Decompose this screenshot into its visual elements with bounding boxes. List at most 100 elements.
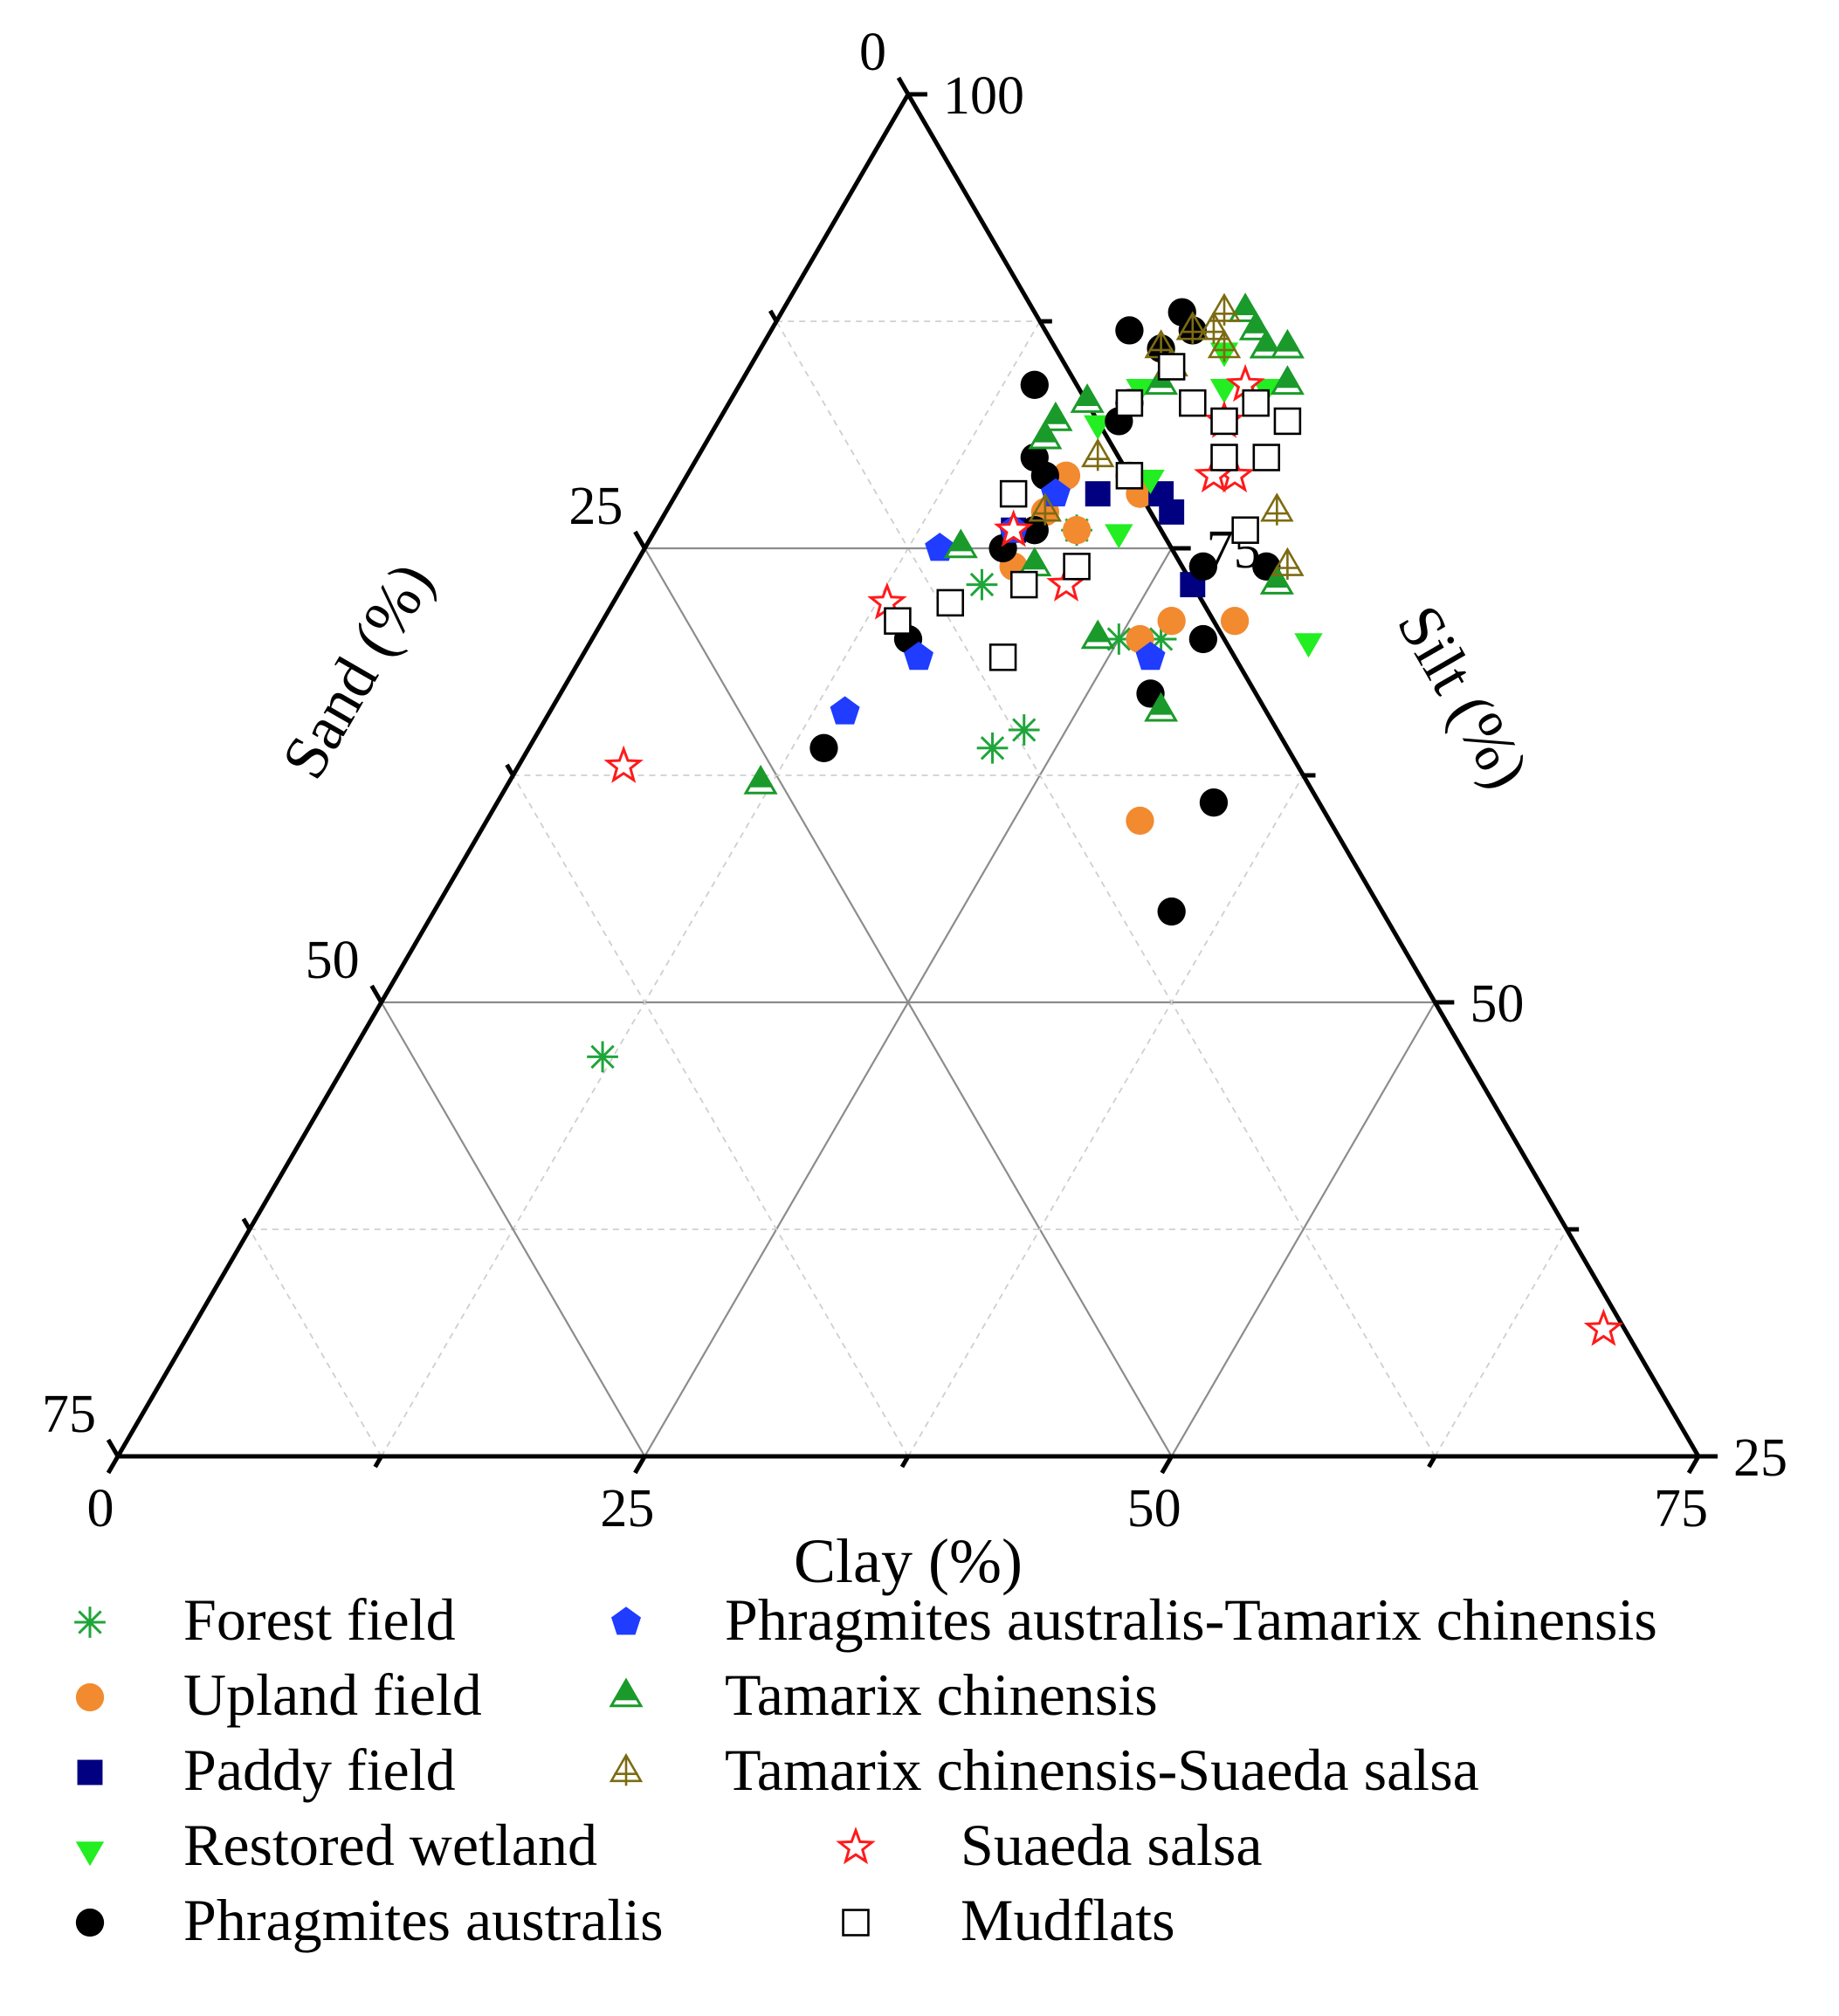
data-point-mudflats xyxy=(1210,407,1238,436)
data-point-suaeda-salsa xyxy=(993,509,1034,547)
data-point-tamarix-chinensis xyxy=(1080,619,1115,650)
clay-tick-label: 75 xyxy=(1654,1479,1708,1538)
clay-tick-label: 25 xyxy=(600,1479,654,1538)
data-point-phragmites-australis xyxy=(1188,624,1218,654)
legend-marker-mudflats xyxy=(842,1909,870,1937)
data-point-tamarix-chinensis-suaeda-salsa xyxy=(1028,492,1063,526)
data-point-tamarix-chinensis xyxy=(943,528,978,559)
data-point-upland-field xyxy=(1220,607,1250,636)
data-point-tamarix-chinensis xyxy=(1228,292,1263,322)
clay-tick-label: 0 xyxy=(87,1479,114,1538)
data-point-forest-field xyxy=(966,568,998,601)
data-point-restored-wetland xyxy=(1294,633,1323,658)
grid-line-sand xyxy=(775,320,1436,1457)
grid-line-clay xyxy=(907,774,1305,1457)
tick-mark xyxy=(1427,1455,1437,1469)
silt-axis-title: Silt (%) xyxy=(1384,594,1543,800)
data-point-mudflats xyxy=(1179,389,1207,417)
grid-line-sand xyxy=(249,1228,382,1457)
data-point-phragmites-australis xyxy=(1199,788,1229,817)
tick-mark xyxy=(241,1217,251,1231)
legend-label-tamarix-chinensis-suaeda-salsa: Tamarix chinensis-Suaeda salsa xyxy=(725,1737,1479,1803)
legend-marker-restored-wetland xyxy=(75,1841,105,1867)
data-point-phragmites-australis xyxy=(1020,370,1049,399)
data-point-phragmites-australis-tamarix-chinensis xyxy=(830,696,860,725)
data-point-tamarix-chinensis xyxy=(1270,328,1305,359)
legend-label-phragmites-australis-tamarix-chinensis: Phragmites australis-Tamarix chinensis xyxy=(725,1586,1657,1653)
sand-tick-label: 75 xyxy=(42,1385,96,1444)
tick-mark xyxy=(106,1438,121,1458)
grid xyxy=(249,320,1567,1457)
legend-marker-tamarix-chinensis xyxy=(609,1677,644,1708)
data-point-tamarix-chinensis xyxy=(1144,691,1179,722)
legend-label-mudflats: Mudflats xyxy=(961,1887,1175,1953)
legend: Forest field Upland field Paddy field Resto… xyxy=(74,1586,1657,1953)
grid-line-clay xyxy=(380,320,1041,1457)
data-point-tamarix-chinensis-suaeda-salsa xyxy=(1081,437,1115,471)
data-point-mudflats xyxy=(1210,444,1238,471)
data-point-restored-wetland xyxy=(1209,379,1239,403)
data-point-mudflats xyxy=(1273,407,1302,436)
data-point-forest-field xyxy=(587,1041,618,1073)
legend-marker-suaeda-salsa xyxy=(836,1827,876,1865)
data-point-forest-field xyxy=(1008,714,1040,746)
data-point-mudflats xyxy=(988,643,1017,671)
grid-line-clay xyxy=(1170,1001,1436,1457)
sand-axis-title: Sand (%) xyxy=(268,551,446,790)
legend-label-suaeda-salsa: Suaeda salsa xyxy=(961,1812,1263,1878)
data-point-phragmites-australis xyxy=(1020,516,1049,545)
data-point-suaeda-salsa xyxy=(1583,1308,1624,1346)
data-point-tamarix-chinensis xyxy=(1070,383,1105,413)
grid-line-sand xyxy=(380,1001,646,1457)
data-point-phragmites-australis xyxy=(1115,316,1144,345)
data-point-mudflats xyxy=(884,607,912,635)
silt-tick-label: 50 xyxy=(1470,974,1524,1034)
legend-marker-upland-field xyxy=(75,1682,105,1712)
legend-label-upland-field: Upland field xyxy=(183,1662,482,1728)
legend-label-tamarix-chinensis: Tamarix chinensis xyxy=(725,1662,1158,1728)
data-point-mudflats xyxy=(1252,444,1281,471)
tick-mark xyxy=(633,1455,647,1475)
legend-marker-phragmites-australis xyxy=(75,1908,105,1937)
data-point-tamarix-chinensis-suaeda-salsa xyxy=(1207,329,1242,362)
legend-marker-phragmites-australis-tamarix-chinensis xyxy=(611,1607,641,1635)
data-point-tamarix-chinensis xyxy=(1028,419,1063,450)
silt-tick-label: 25 xyxy=(1733,1428,1787,1488)
data-point-phragmites-australis-tamarix-chinensis xyxy=(904,641,933,671)
legend-label-restored-wetland: Restored wetland xyxy=(183,1812,597,1878)
legend-marker-tamarix-chinensis-suaeda-salsa xyxy=(609,1752,644,1786)
data-point-tamarix-chinensis xyxy=(1249,328,1284,359)
data-point-tamarix-chinensis xyxy=(1038,401,1073,431)
tick-mark xyxy=(373,1455,383,1469)
data-point-tamarix-chinensis-suaeda-salsa xyxy=(1207,292,1242,326)
tick-mark xyxy=(633,530,647,550)
data-point-mudflats xyxy=(1242,389,1270,417)
clay-tick-label: 50 xyxy=(1127,1479,1181,1538)
triangle-frame xyxy=(114,90,1703,1459)
legend-marker-forest-field xyxy=(74,1607,106,1638)
grid-line-clay xyxy=(1434,1228,1567,1457)
data-point-upland-field xyxy=(1062,516,1092,545)
data-point-phragmites-australis xyxy=(1188,552,1218,581)
legend-label-forest-field: Forest field xyxy=(183,1586,456,1653)
data-point-phragmites-australis xyxy=(809,733,838,762)
tick-mark xyxy=(505,763,515,777)
data-point-tamarix-chinensis-suaeda-salsa xyxy=(1196,311,1231,344)
clay-axis-title: Clay (%) xyxy=(794,1526,1023,1596)
data-point-mudflats xyxy=(1115,389,1144,417)
legend-label-phragmites-australis: Phragmites australis xyxy=(183,1887,664,1953)
tick-mark xyxy=(899,1455,911,1469)
data-points xyxy=(587,292,1624,1346)
grid-line-sand xyxy=(512,774,909,1457)
tick-mark xyxy=(106,1455,121,1475)
tick-mark xyxy=(768,309,779,323)
tick-mark xyxy=(1686,1455,1701,1475)
data-point-tamarix-chinensis-suaeda-salsa xyxy=(1260,492,1294,526)
data-point-suaeda-salsa xyxy=(603,745,644,783)
tick-mark xyxy=(369,984,383,1004)
data-point-mudflats xyxy=(1009,570,1038,599)
grid-line-sand xyxy=(644,547,1173,1457)
legend-label-paddy-field: Paddy field xyxy=(183,1737,456,1803)
